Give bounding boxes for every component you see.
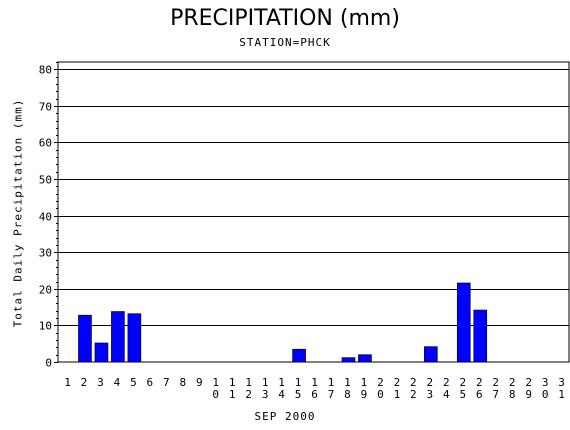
x-tick-label: 1 bbox=[558, 388, 565, 401]
x-axis-label: SEP 2000 bbox=[254, 410, 316, 423]
x-tick-label: 2 bbox=[443, 376, 450, 389]
x-tick-label: 0 bbox=[377, 388, 384, 401]
x-tick-label: 2 bbox=[377, 376, 384, 389]
bar bbox=[127, 313, 142, 363]
x-tick-label: 3 bbox=[97, 376, 104, 389]
x-tick-label: 0 bbox=[212, 388, 219, 401]
y-tick-label: 10 bbox=[39, 320, 52, 333]
y-tick-label: 30 bbox=[39, 247, 52, 260]
x-tick-label: 1 bbox=[64, 376, 71, 389]
x-tick-label: 5 bbox=[459, 388, 466, 401]
y-tick-label: 70 bbox=[39, 101, 52, 114]
bar bbox=[358, 354, 372, 363]
y-tick-label: 0 bbox=[45, 357, 52, 370]
y-tick-label: 50 bbox=[39, 174, 52, 187]
x-tick-label: 1 bbox=[229, 376, 236, 389]
x-tick-label: 4 bbox=[443, 388, 450, 401]
x-tick-label: 7 bbox=[492, 388, 499, 401]
chart-subtitle: STATION=PHCK bbox=[239, 36, 331, 49]
x-tick-label: 1 bbox=[394, 388, 401, 401]
x-tick-label: 3 bbox=[542, 376, 549, 389]
x-tick-label: 2 bbox=[476, 376, 483, 389]
x-tick-label: 7 bbox=[328, 388, 335, 401]
chart-title: PRECIPITATION (mm) bbox=[170, 6, 400, 31]
x-tick-label: 7 bbox=[163, 376, 170, 389]
y-tick-label: 80 bbox=[39, 64, 52, 77]
x-tick-label: 9 bbox=[361, 388, 368, 401]
x-tick-label: 5 bbox=[130, 376, 137, 389]
x-tick-label: 1 bbox=[311, 376, 318, 389]
bar bbox=[456, 282, 471, 363]
bar bbox=[473, 309, 488, 363]
x-tick-label: 1 bbox=[361, 376, 368, 389]
x-tick-label: 2 bbox=[410, 388, 417, 401]
x-tick-label: 8 bbox=[179, 376, 186, 389]
x-tick-label: 8 bbox=[344, 388, 351, 401]
x-tick-label: 2 bbox=[525, 376, 532, 389]
bar bbox=[341, 357, 356, 363]
x-tick-label: 4 bbox=[114, 376, 121, 389]
x-tick-label: 8 bbox=[509, 388, 516, 401]
y-tick-label: 20 bbox=[39, 284, 52, 297]
x-tick-label: 1 bbox=[229, 388, 236, 401]
x-tick-label: 9 bbox=[525, 388, 532, 401]
x-tick-label: 1 bbox=[245, 376, 252, 389]
x-tick-label: 9 bbox=[196, 376, 203, 389]
x-tick-label: 4 bbox=[278, 388, 285, 401]
x-tick-label: 2 bbox=[410, 376, 417, 389]
x-tick-label: 2 bbox=[492, 376, 499, 389]
y-tick-label: 60 bbox=[39, 137, 52, 150]
x-tick-label: 1 bbox=[295, 376, 302, 389]
x-tick-label: 1 bbox=[262, 376, 269, 389]
x-tick-label: 3 bbox=[262, 388, 269, 401]
x-tick-label: 3 bbox=[427, 388, 434, 401]
plot-frame bbox=[57, 61, 570, 363]
y-tick-label: 40 bbox=[39, 211, 52, 224]
x-tick-label: 6 bbox=[147, 376, 154, 389]
bar bbox=[292, 348, 306, 363]
x-tick-label: 1 bbox=[328, 376, 335, 389]
x-tick-label: 2 bbox=[394, 376, 401, 389]
x-tick-label: 0 bbox=[542, 388, 549, 401]
bar bbox=[111, 311, 125, 363]
x-tick-label: 3 bbox=[558, 376, 565, 389]
x-tick-label: 2 bbox=[81, 376, 88, 389]
x-tick-label: 2 bbox=[509, 376, 516, 389]
x-tick-label: 6 bbox=[476, 388, 483, 401]
x-tick-label: 1 bbox=[278, 376, 285, 389]
x-tick-label: 1 bbox=[344, 376, 351, 389]
x-tick-label: 6 bbox=[311, 388, 318, 401]
x-tick-label: 2 bbox=[427, 376, 434, 389]
x-tick-label: 5 bbox=[295, 388, 302, 401]
bar bbox=[78, 314, 92, 363]
x-tick-label: 1 bbox=[212, 376, 219, 389]
bar bbox=[424, 346, 438, 363]
x-tick-label: 2 bbox=[245, 388, 252, 401]
bar bbox=[94, 342, 109, 363]
x-tick-label: 2 bbox=[459, 376, 466, 389]
